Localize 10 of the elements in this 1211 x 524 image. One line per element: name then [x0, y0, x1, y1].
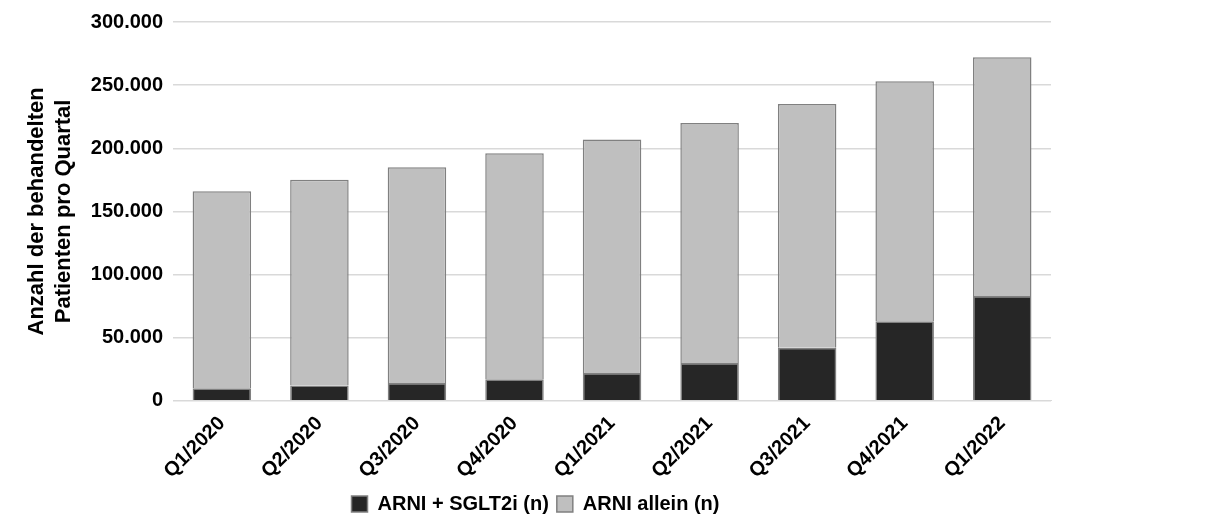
- y-tick-label: 150.000: [90, 198, 164, 221]
- y-tick-label: 0: [151, 388, 164, 411]
- y-tick-label: 50.000: [101, 325, 164, 348]
- y-tick-label: 250.000: [90, 72, 164, 95]
- y-tick-label: 300.000: [90, 9, 164, 32]
- y-tick-label: 200.000: [90, 135, 164, 158]
- y-tick-label: 100.000: [90, 262, 164, 285]
- legend-label: ARNI + SGLT2i (n): [377, 491, 549, 514]
- legend-label: ARNI allein (n): [582, 491, 720, 514]
- y-axis-title: Anzahl der behandelten Patienten pro Quartal: [23, 87, 75, 336]
